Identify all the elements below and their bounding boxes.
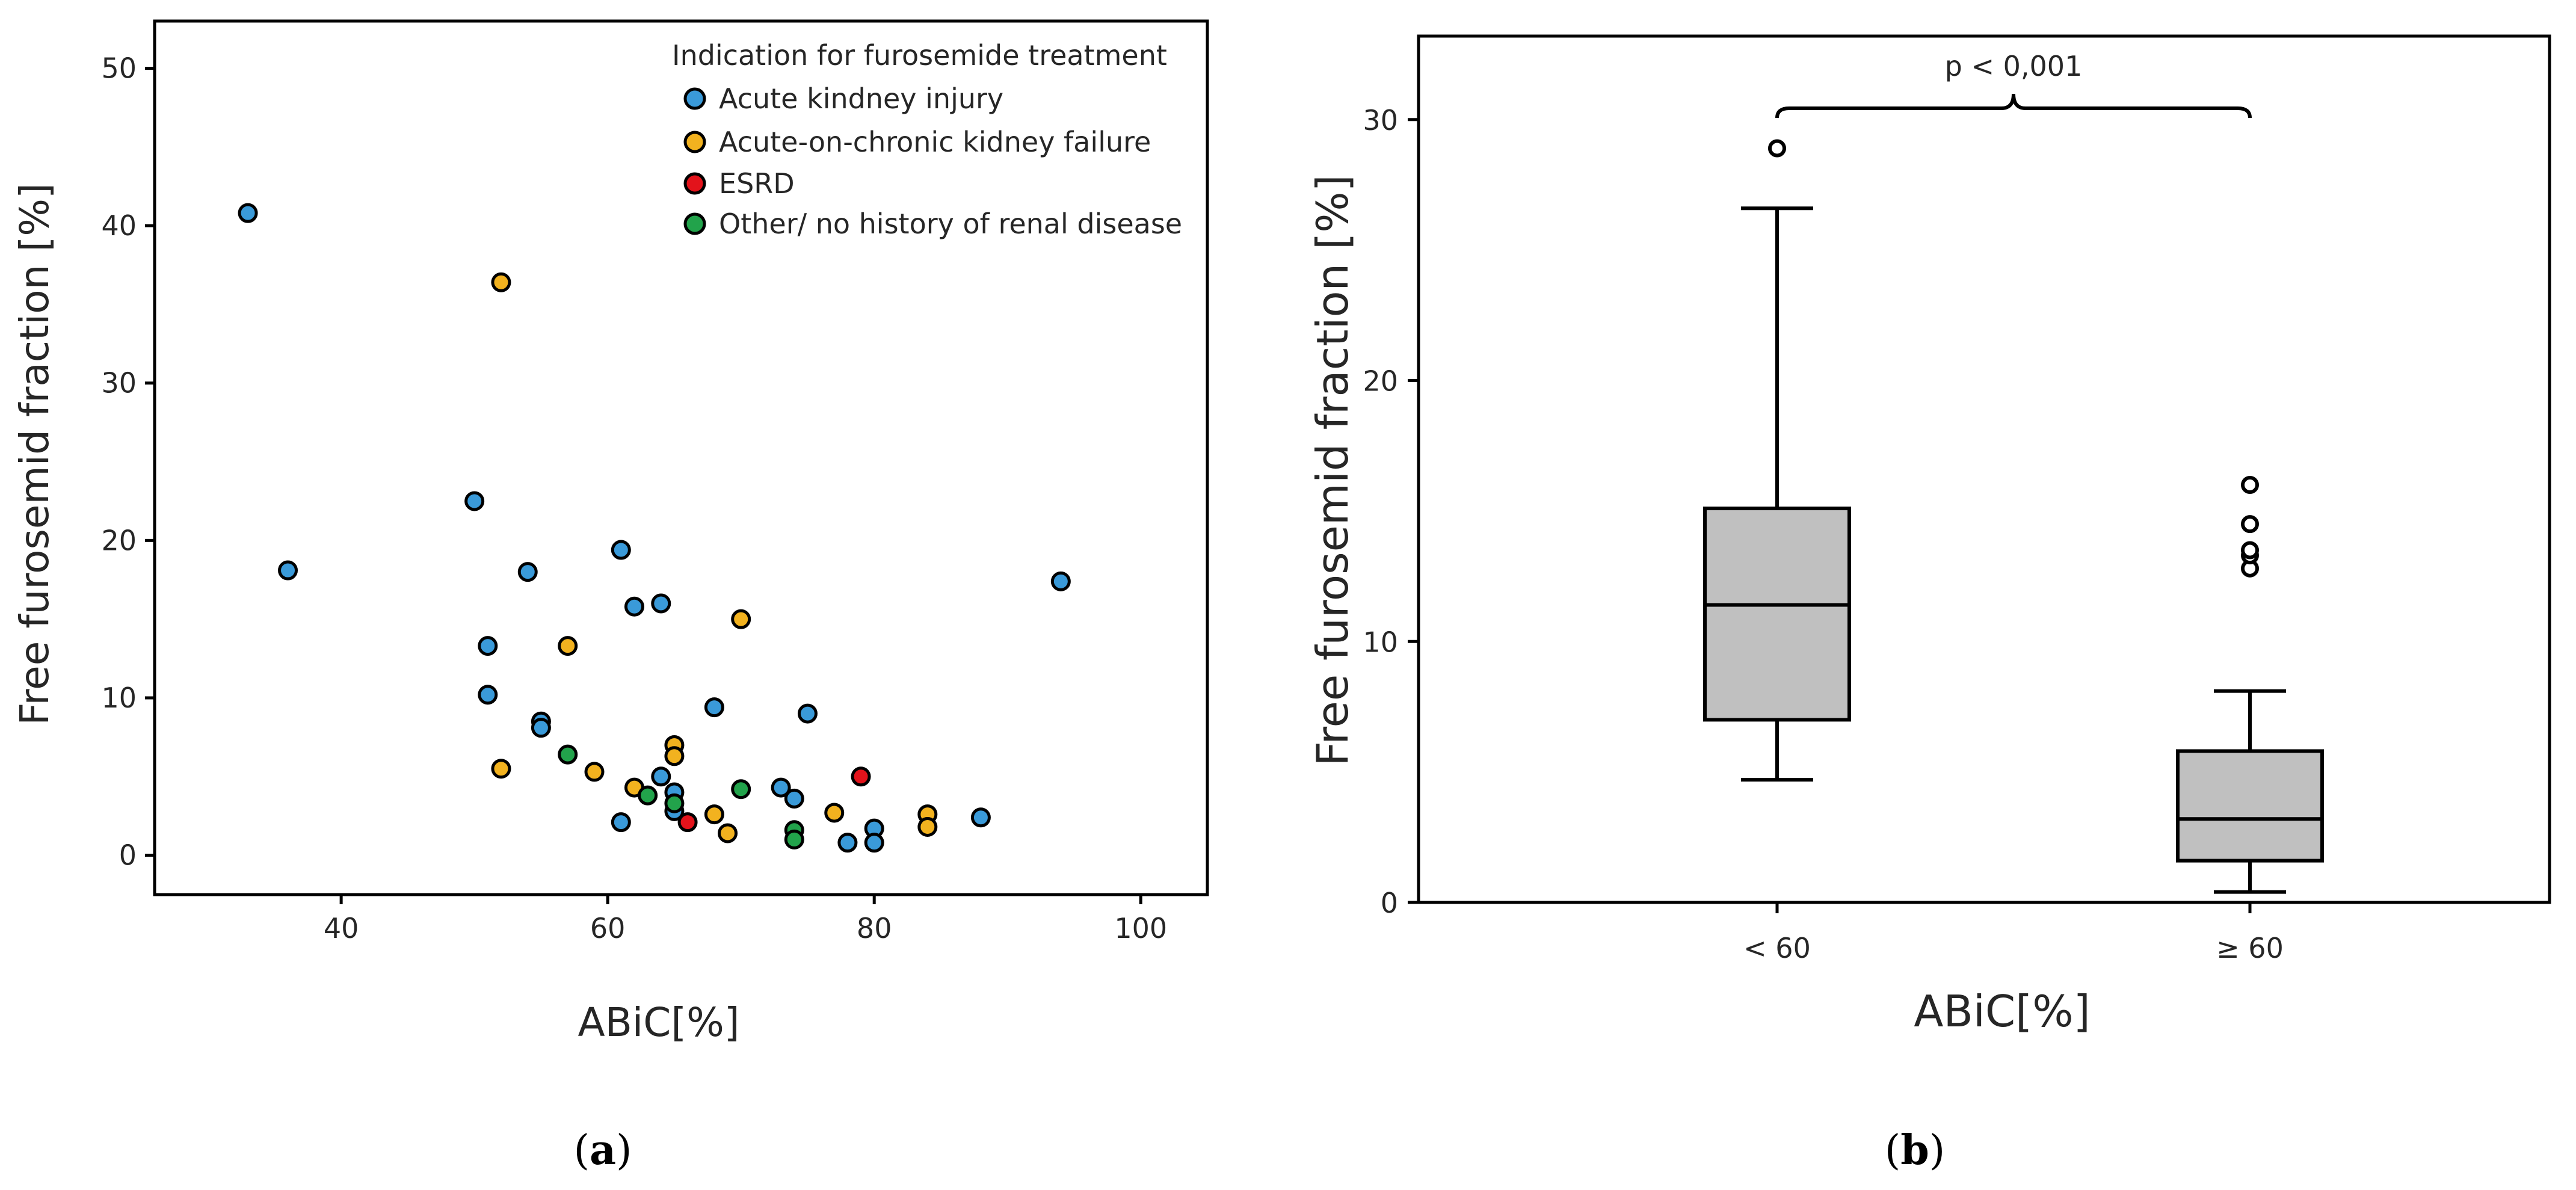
panel-b-x-axis-title: ABiC[%] xyxy=(1914,986,2091,1037)
panel-b-plot-frame xyxy=(1417,34,2551,904)
data-point-acute_on_chronic xyxy=(718,823,738,843)
box-iqr xyxy=(2176,749,2324,863)
data-point-acute_on_chronic xyxy=(824,803,845,823)
data-point-acute_on_chronic xyxy=(558,636,578,656)
data-point-acute_on_chronic xyxy=(704,804,724,825)
box-group-below-60 xyxy=(1703,139,1851,782)
data-point-aki xyxy=(797,703,818,724)
data-point-other xyxy=(784,829,804,849)
y-tick-label: 50 xyxy=(101,52,137,84)
significance-brace xyxy=(1775,93,2252,119)
legend-label-esrd: ESRD xyxy=(719,167,795,200)
x-tick-label: 40 xyxy=(324,912,359,945)
data-point-other xyxy=(731,779,751,800)
data-point-aki xyxy=(531,718,551,738)
legend-title: Indication for furosemide treatment xyxy=(672,39,1167,72)
outlier-point xyxy=(2241,541,2259,560)
y-tick-label: 30 xyxy=(101,367,137,399)
legend-label-other: Other/ no history of renal disease xyxy=(719,208,1182,240)
y-tick-label: 10 xyxy=(101,682,137,714)
data-point-other xyxy=(638,785,658,806)
panel-b-y-axis-title: Free furosemid fraction [%] xyxy=(1307,174,1358,766)
data-point-aki xyxy=(611,540,631,560)
data-point-aki xyxy=(771,777,791,798)
data-point-acute_on_chronic xyxy=(917,817,938,837)
y-tick-label: 20 xyxy=(1363,365,1398,398)
data-point-aki xyxy=(278,560,298,581)
panel-b-caption-letter: b xyxy=(1900,1126,1929,1174)
y-tick-label: 10 xyxy=(1363,626,1398,658)
outlier-point xyxy=(1768,139,1786,158)
panel-a-scatter-chart: 0 10 20 30 40 50 40 60 80 100 Free furosemid fra… xyxy=(11,19,1209,1174)
x-tick-label: 100 xyxy=(1114,912,1167,945)
panel-a-caption: (a) xyxy=(573,1126,632,1174)
data-point-esrd xyxy=(677,812,698,833)
box-iqr xyxy=(1703,507,1851,722)
legend-marker-acute-on-chronic xyxy=(683,131,706,153)
data-point-aki xyxy=(970,807,991,828)
data-point-aki xyxy=(651,593,671,614)
data-point-aki xyxy=(704,697,724,718)
x-tick-label: ≥ 60 xyxy=(2216,932,2284,964)
data-point-aki xyxy=(464,491,485,511)
panel-b-caption: (b) xyxy=(1885,1126,1946,1174)
data-point-aki xyxy=(651,766,671,787)
panel-a-y-ticks: 0 10 20 30 40 50 xyxy=(101,52,155,872)
data-point-esrd xyxy=(851,766,871,787)
panel-a-y-axis-title: Free furosemid fraction [%] xyxy=(11,183,58,725)
significance-annotation: p < 0,001 xyxy=(1775,50,2252,119)
data-point-aki xyxy=(238,203,258,223)
data-point-other xyxy=(664,793,685,813)
panel-b-boxes xyxy=(1703,139,2324,894)
legend-label-acute-on-chronic: Acute-on-chronic kidney failure xyxy=(719,126,1151,158)
data-point-acute_on_chronic xyxy=(584,762,605,782)
y-tick-label: 0 xyxy=(1381,887,1398,919)
data-point-aki xyxy=(611,812,631,833)
panel-a-x-ticks: 40 60 80 100 xyxy=(324,895,1167,945)
box-group-at-or-above-60 xyxy=(2176,476,2324,894)
p-value-label: p < 0,001 xyxy=(1945,50,2083,82)
data-point-aki xyxy=(837,833,858,853)
panel-b-x-ticks: < 60 ≥ 60 xyxy=(1743,902,2284,964)
panel-a-x-axis-title: ABiC[%] xyxy=(578,999,739,1046)
data-point-aki xyxy=(517,562,538,582)
y-tick-label: 20 xyxy=(101,524,137,556)
data-point-other xyxy=(558,744,578,765)
legend-marker-aki xyxy=(683,87,706,110)
panel-b-y-ticks: 0 10 20 30 xyxy=(1363,104,1419,919)
legend-marker-esrd xyxy=(683,172,706,195)
data-point-aki xyxy=(1050,571,1071,591)
outlier-point xyxy=(2241,476,2259,495)
data-point-aki xyxy=(478,685,498,705)
data-point-acute_on_chronic xyxy=(731,609,751,629)
panel-a-caption-letter: a xyxy=(590,1126,616,1174)
y-tick-label: 30 xyxy=(1363,104,1398,137)
data-point-aki xyxy=(478,636,498,656)
y-tick-label: 40 xyxy=(101,209,137,242)
data-point-acute_on_chronic xyxy=(491,272,511,292)
data-point-aki xyxy=(624,596,644,617)
data-point-acute_on_chronic xyxy=(491,759,511,779)
x-tick-label: 80 xyxy=(857,912,892,945)
panel-b-box-plot: 0 10 20 30 < 60 ≥ 60 p < 0,001 Free furosemi… xyxy=(1307,34,2551,1174)
data-point-aki xyxy=(864,833,884,853)
x-tick-label: 60 xyxy=(590,912,626,945)
data-point-aki xyxy=(784,788,804,809)
x-tick-label: < 60 xyxy=(1743,932,1811,964)
panel-a-points xyxy=(238,203,1071,853)
y-tick-label: 0 xyxy=(119,839,137,872)
panel-a-plot-frame xyxy=(153,19,1209,896)
panel-a-legend: Indication for furosemide treatment Acut… xyxy=(672,39,1182,240)
legend-marker-other xyxy=(683,212,706,235)
outlier-point xyxy=(2241,515,2259,534)
data-point-acute_on_chronic xyxy=(664,746,685,766)
legend-label-aki: Acute kindney injury xyxy=(719,82,1003,115)
